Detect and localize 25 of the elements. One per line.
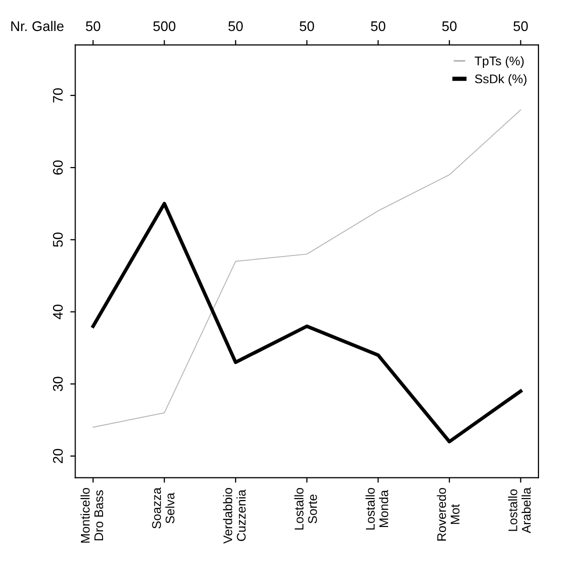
annotation: 50 <box>228 21 243 32</box>
annotation: 50 <box>370 21 386 32</box>
x-tick-label: Lostallo Sorte <box>294 488 317 530</box>
x-tick-label: Roveredo Mot <box>436 488 460 541</box>
x-tick-label: Lostallo Monda <box>366 488 388 530</box>
y-tick-label: 50 <box>52 232 63 247</box>
x-tick-label: Verdabbio Cuzzenia <box>223 488 246 544</box>
y-tick-label: 70 <box>52 88 63 102</box>
line-series <box>91 202 522 444</box>
legend-label: SsDk (%) <box>475 74 526 86</box>
annotation: 50 <box>86 21 100 32</box>
line-series <box>92 109 522 428</box>
text: Nr. Galle <box>11 20 64 32</box>
x-tick-label: Lostallo Arabella <box>508 487 531 534</box>
y-tick-label: 30 <box>52 376 63 392</box>
x-tick-label: Monticello Dro Bass <box>80 488 104 543</box>
annotation: 500 <box>153 21 176 32</box>
y-tick-label: 20 <box>52 448 63 464</box>
annotation: 50 <box>442 21 457 32</box>
x-tick-label: Soazza Selva <box>152 487 174 529</box>
annotation: 50 <box>513 21 528 32</box>
annotation: 50 <box>300 21 314 32</box>
y-tick-label: 60 <box>52 160 63 175</box>
y-tick-label: 40 <box>52 304 63 320</box>
legend-label: TpTs (%) <box>474 56 524 68</box>
